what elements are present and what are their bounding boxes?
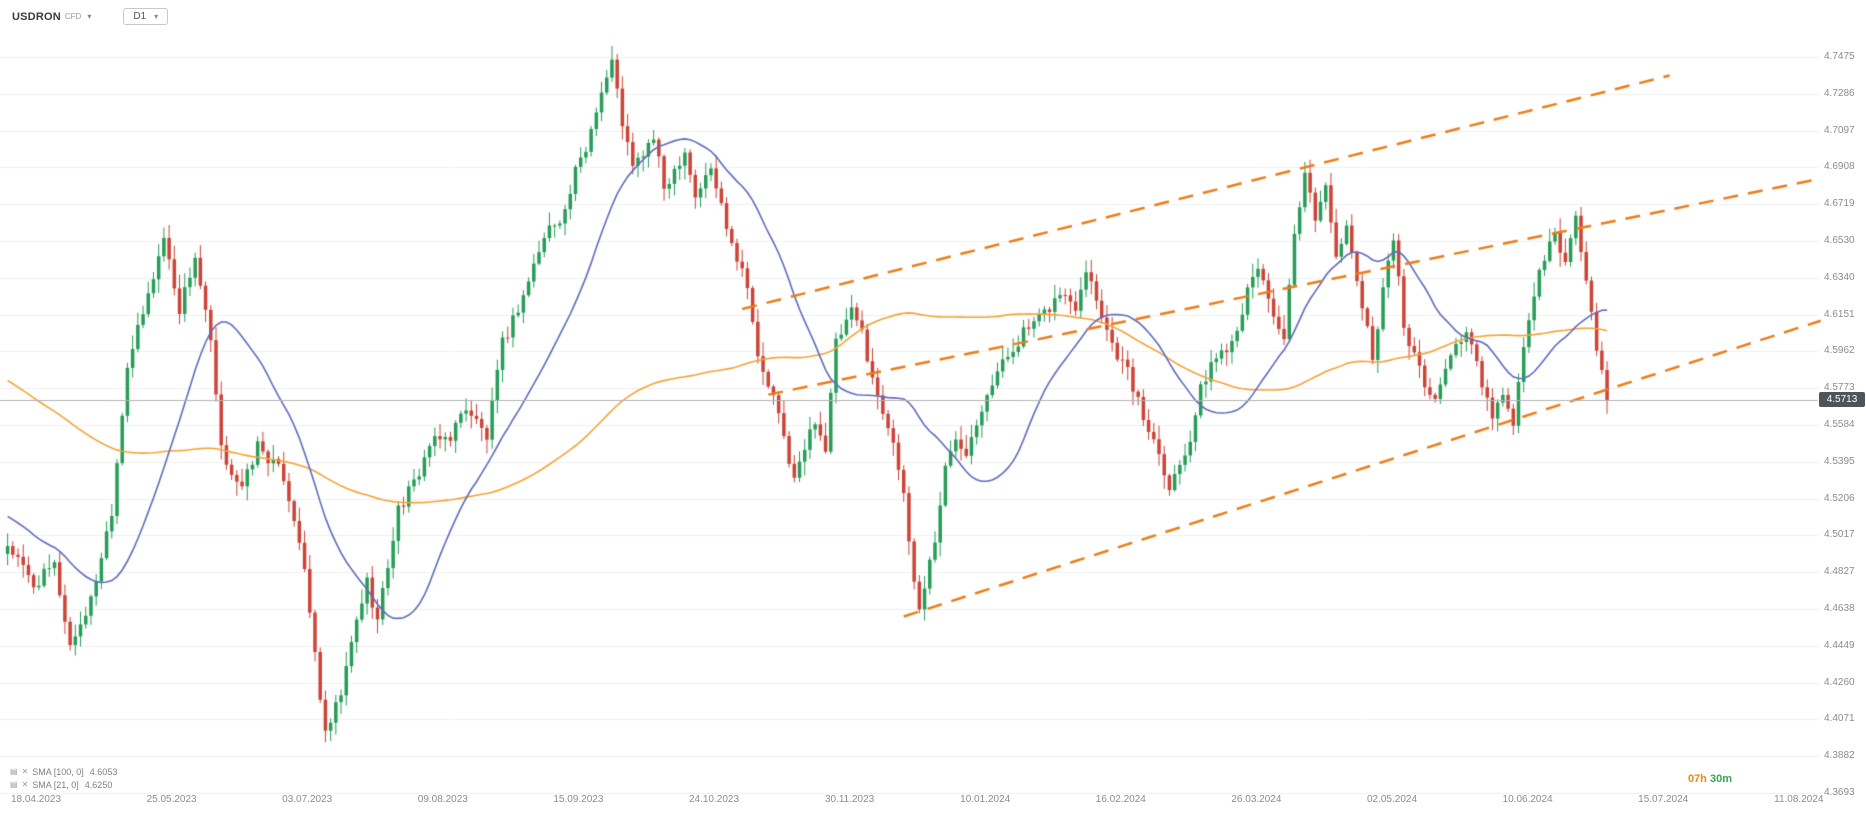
candle-countdown: 07h 30m [1688,773,1732,785]
instrument-type-label: CFD [64,12,82,21]
indicator-legend: ▤ ✕ SMA [100, 0] 4.6053 ▤ ✕ SMA [21, 0] … [10,765,117,791]
symbol-label: USDRON [12,10,61,23]
chevron-down-icon[interactable]: ▾ [87,12,92,21]
indicator-chart-icon[interactable]: ▤ [10,780,18,789]
indicator-value: 4.6250 [84,779,113,790]
current-price-badge: 4.5713 [1819,392,1865,408]
close-icon[interactable]: ✕ [21,780,29,789]
timeframe-dropdown[interactable]: D1 ▾ [123,8,169,25]
current-price-value: 4.5713 [1826,394,1858,406]
indicator-chart-icon[interactable]: ▤ [10,767,18,776]
countdown-hours: 07h [1687,773,1707,785]
indicator-label: SMA [21, 0] [32,779,79,790]
indicator-row-sma100[interactable]: ▤ ✕ SMA [100, 0] 4.6053 [10,765,117,778]
close-icon[interactable]: ✕ [21,767,29,776]
indicator-value: 4.6053 [89,766,118,777]
indicator-label: SMA [100, 0] [32,766,84,777]
indicator-row-sma21[interactable]: ▤ ✕ SMA [21, 0] 4.6250 [10,778,117,791]
countdown-minutes: 30m [1709,773,1732,785]
timeframe-value: D1 [133,11,147,22]
instrument-header: USDRON CFD ▾ D1 ▾ [12,8,169,25]
chevron-down-icon: ▾ [154,12,159,21]
